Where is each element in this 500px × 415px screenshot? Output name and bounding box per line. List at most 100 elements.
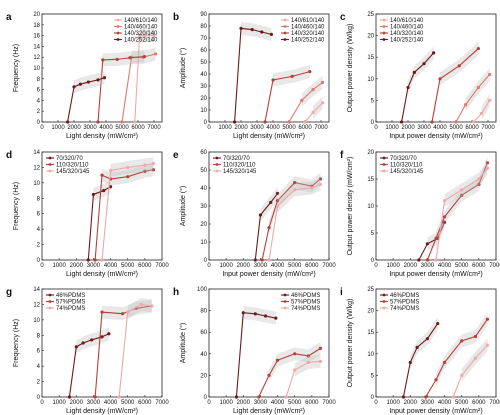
y-tick-label: 40 <box>200 186 207 192</box>
data-point <box>100 335 104 339</box>
x-tick-label: 0 <box>207 400 211 406</box>
legend-marker <box>382 293 386 297</box>
panel-letter: a <box>6 12 12 23</box>
legend-marker <box>382 169 386 173</box>
data-point <box>86 258 90 262</box>
legend-marker <box>283 293 287 297</box>
data-point <box>271 78 275 82</box>
plot-frame <box>208 13 330 123</box>
error-band <box>461 338 488 382</box>
x-tick-label: 2000 <box>404 263 418 269</box>
y-axis-label: Amplitude (°) <box>179 48 187 89</box>
data-point <box>485 343 490 347</box>
data-point <box>267 226 271 230</box>
y-axis-label: Amplitude (°) <box>179 186 187 227</box>
data-point <box>86 80 90 84</box>
legend-marker <box>48 306 52 310</box>
data-point <box>274 316 278 320</box>
y-axis-label: Frequency (Hz) <box>13 319 20 367</box>
legend-label: 140/610/140 <box>291 18 325 24</box>
plot-frame <box>208 288 330 398</box>
x-tick-label: 5000 <box>121 263 135 269</box>
x-tick-label: 4000 <box>99 125 113 131</box>
data-point <box>150 304 154 308</box>
legend-label: 140/320/140 <box>390 31 424 37</box>
x-tick-label: 3000 <box>83 125 97 131</box>
series-line <box>452 344 488 398</box>
legend-marker <box>48 156 52 160</box>
series-line <box>261 178 321 261</box>
series-line <box>431 48 479 123</box>
y-tick-label: 10 <box>367 204 374 210</box>
data-point <box>287 120 291 124</box>
y-tick-label: 50 <box>200 60 207 66</box>
legend-label: 140/252/140 <box>124 38 158 44</box>
x-tick-label: 5000 <box>288 263 302 269</box>
data-point <box>321 101 325 105</box>
panel-c: c 0 1000 2000 3000 4000 5000 6000 7000 0 5 10 15 20 25… <box>340 12 497 140</box>
data-point <box>318 359 323 363</box>
x-tick-label: 2000 <box>237 263 251 269</box>
x-tick-label: 5000 <box>455 263 469 269</box>
data-point <box>241 311 245 315</box>
y-tick-label: 20 <box>200 373 207 379</box>
y-tick-label: 25 <box>367 287 374 293</box>
data-point <box>425 242 430 246</box>
x-tick-label: 0 <box>374 125 378 131</box>
data-point <box>115 57 119 61</box>
y-tick-label: 20 <box>33 12 40 18</box>
legend-label: 74%PDMS <box>56 306 85 312</box>
y-tick-label: 10 <box>367 77 374 83</box>
legend-marker <box>283 300 287 303</box>
data-point <box>417 258 421 262</box>
legend-label: 110/320/110 <box>223 163 256 169</box>
data-point <box>78 82 82 86</box>
error-band <box>440 42 479 86</box>
legend-marker <box>382 156 386 160</box>
x-tick-label: 4000 <box>271 400 285 406</box>
data-point <box>442 360 447 365</box>
x-tick-label: 1000 <box>219 263 233 269</box>
y-axis-label: Amplitude (°) <box>179 323 187 364</box>
legend-label: 70/320/70 <box>223 156 250 162</box>
x-tick-label: 7000 <box>489 263 500 269</box>
data-point <box>258 213 263 217</box>
x-axis-label: Light density (mW/cm²) <box>233 408 305 415</box>
data-point <box>151 161 156 166</box>
data-point <box>138 34 142 38</box>
x-tick-label: 3000 <box>421 400 435 406</box>
y-tick-label: 14 <box>33 287 40 293</box>
legend-label: 140/252/140 <box>291 38 325 44</box>
y-tick-label: 2 <box>37 380 41 386</box>
x-tick-label: 3000 <box>254 263 268 269</box>
x-tick-label: 0 <box>207 263 211 269</box>
y-tick-label: 15 <box>367 330 374 336</box>
y-tick-label: 12 <box>33 55 40 61</box>
legend-marker <box>283 38 287 41</box>
y-tick-label: 8 <box>37 333 41 339</box>
legend-label: 145/320/145 <box>390 169 424 175</box>
legend-label: 140/610/140 <box>390 18 424 24</box>
error-band <box>93 180 111 201</box>
x-tick-label: 7000 <box>489 400 500 406</box>
y-axis-label: Frequency (Hz) <box>13 44 20 92</box>
data-point <box>311 88 315 92</box>
x-axis-label: Light density (mW/cm²) <box>233 133 305 140</box>
y-tick-label: 20 <box>200 96 207 102</box>
data-point <box>306 360 311 365</box>
legend-label: 74%PDMS <box>291 306 320 312</box>
y-tick-label: 2 <box>37 243 41 249</box>
x-tick-label: 4000 <box>104 263 118 269</box>
data-point <box>432 51 436 55</box>
data-point <box>476 46 480 51</box>
x-axis-label: Light density (mW/cm²) <box>66 133 138 140</box>
x-tick-label: 2000 <box>70 263 84 269</box>
data-point <box>142 55 146 59</box>
y-tick-label: 18 <box>33 23 40 29</box>
y-tick-label: 20 <box>200 222 207 228</box>
y-tick-label: 6 <box>37 349 41 355</box>
y-tick-label: 6 <box>37 212 41 218</box>
data-point <box>442 220 447 224</box>
y-tick-label: 40 <box>200 72 207 78</box>
y-tick-label: 16 <box>33 34 40 40</box>
